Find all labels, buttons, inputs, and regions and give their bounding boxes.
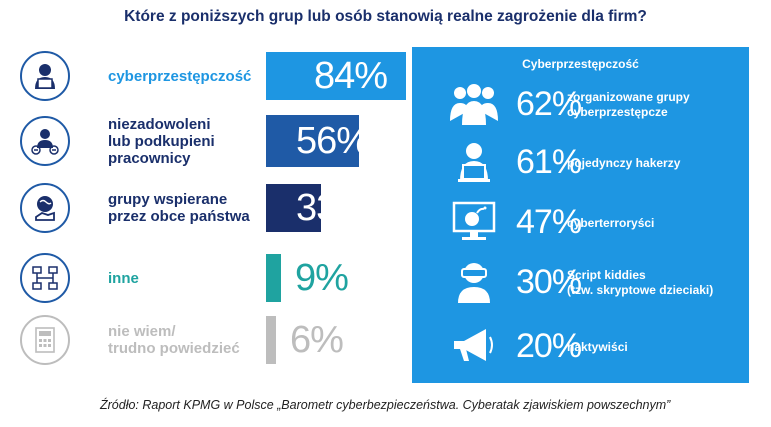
icon-circle	[20, 183, 70, 233]
source-footnote: Źródło: Raport KPMG w Polsce „Barometr c…	[100, 398, 671, 412]
megaphone-icon	[454, 329, 493, 361]
bar-row: cyberprzestępczość 84%	[0, 48, 410, 108]
chart-title: Które z poniższych grup lub osób stanowi…	[124, 8, 647, 25]
bar-label-line: nie wiem/	[108, 323, 176, 340]
panel-value: 20%	[516, 327, 582, 365]
bar	[266, 184, 321, 232]
panel-label: haktywiści	[567, 340, 747, 355]
bar	[266, 52, 406, 100]
bar-row: niezadowoleni lub podkupieni pracownicy 56%	[0, 113, 410, 173]
bar-label-line: inne	[108, 269, 139, 287]
panel-item: 47% cyberterroryści	[412, 195, 749, 251]
panel-label: Script kiddies (tzw. skryptowe dzieciaki)	[567, 268, 747, 298]
bar-label: grupy wspierane przez obce państwa	[108, 191, 258, 225]
bar-label: niezadowoleni lub podkupieni pracownicy	[108, 116, 258, 167]
bar-label: nie wiem/trudno powiedzieć	[108, 323, 258, 357]
calculator-icon	[35, 327, 55, 353]
panel-label-line: cyberprzestępcze	[567, 105, 668, 119]
cybercrime-panel: Cyberprzestępczość 62% zorganizowane grup…	[412, 47, 749, 383]
panel-label: zorganizowane grupy cyberprzestępcze	[567, 90, 747, 120]
bar-value-label: 56%	[296, 120, 370, 162]
bar-row: grupy wspierane przez obce państwa 33%	[0, 180, 410, 240]
bar-value-label: 33%	[296, 187, 370, 229]
group-icon	[450, 84, 498, 125]
icon-circle	[20, 315, 70, 365]
panel-value: 47%	[516, 203, 582, 241]
panel-value: 62%	[516, 85, 582, 123]
panel-label-line: Script kiddies	[567, 268, 646, 282]
globe-hand-icon	[35, 196, 55, 221]
bar-label-line: niezadowoleni	[108, 115, 211, 133]
hacker-laptop-icon	[458, 143, 490, 182]
bar	[266, 115, 360, 167]
bar-row: inne 9%	[0, 250, 410, 310]
panel-value: 61%	[516, 143, 582, 181]
icon-circle	[20, 253, 70, 303]
bar-label-line: cyberprzestępczość	[108, 67, 252, 85]
bar-value-label: 6%	[290, 319, 344, 361]
bar-label: cyberprzestępczość	[108, 68, 258, 85]
panel-item: 20% haktywiści	[412, 319, 749, 375]
panel-title: Cyberprzestępczość	[522, 57, 639, 71]
panel-item: 30% Script kiddies (tzw. skryptowe dziecia…	[412, 255, 749, 311]
hacker-icon	[35, 64, 55, 89]
panel-label-line: (tzw. skryptowe dzieciaki)	[567, 283, 714, 297]
bomb-monitor-icon	[452, 201, 496, 240]
panel-item: 62% zorganizowane grupy cyberprzestępcze	[412, 77, 749, 133]
employees-icon	[31, 129, 59, 155]
bar-label-line: lub podkupieni	[108, 132, 215, 150]
bar-label-line: trudno powiedzieć	[108, 340, 240, 357]
panel-label-line: pojedynczy hakerzy	[567, 155, 681, 170]
bar-value-label: 84%	[314, 55, 388, 97]
network-icon	[32, 266, 58, 290]
bar-label-line: pracownicy	[108, 149, 191, 167]
panel-value: 30%	[516, 263, 582, 301]
panel-label-line: cyberterroryści	[567, 215, 655, 230]
panel-item: 61% pojedynczy hakerzy	[412, 135, 749, 191]
bar-label-line: przez obce państwa	[108, 208, 250, 225]
icon-circle	[20, 51, 70, 101]
bar	[266, 316, 276, 364]
panel-label: pojedynczy hakerzy	[567, 156, 747, 171]
panel-label-line: haktywiści	[567, 339, 628, 354]
panel-label-line: zorganizowane grupy	[567, 90, 690, 104]
bar-label: inne	[108, 270, 258, 287]
bar	[266, 254, 281, 302]
vr-kid-icon	[458, 263, 490, 303]
bar-value-label: 9%	[295, 257, 349, 299]
icon-circle	[20, 116, 70, 166]
panel-label: cyberterroryści	[567, 216, 747, 231]
bar-label-line: grupy wspierane	[108, 191, 228, 208]
bar-row: nie wiem/trudno powiedzieć 6%	[0, 312, 410, 372]
